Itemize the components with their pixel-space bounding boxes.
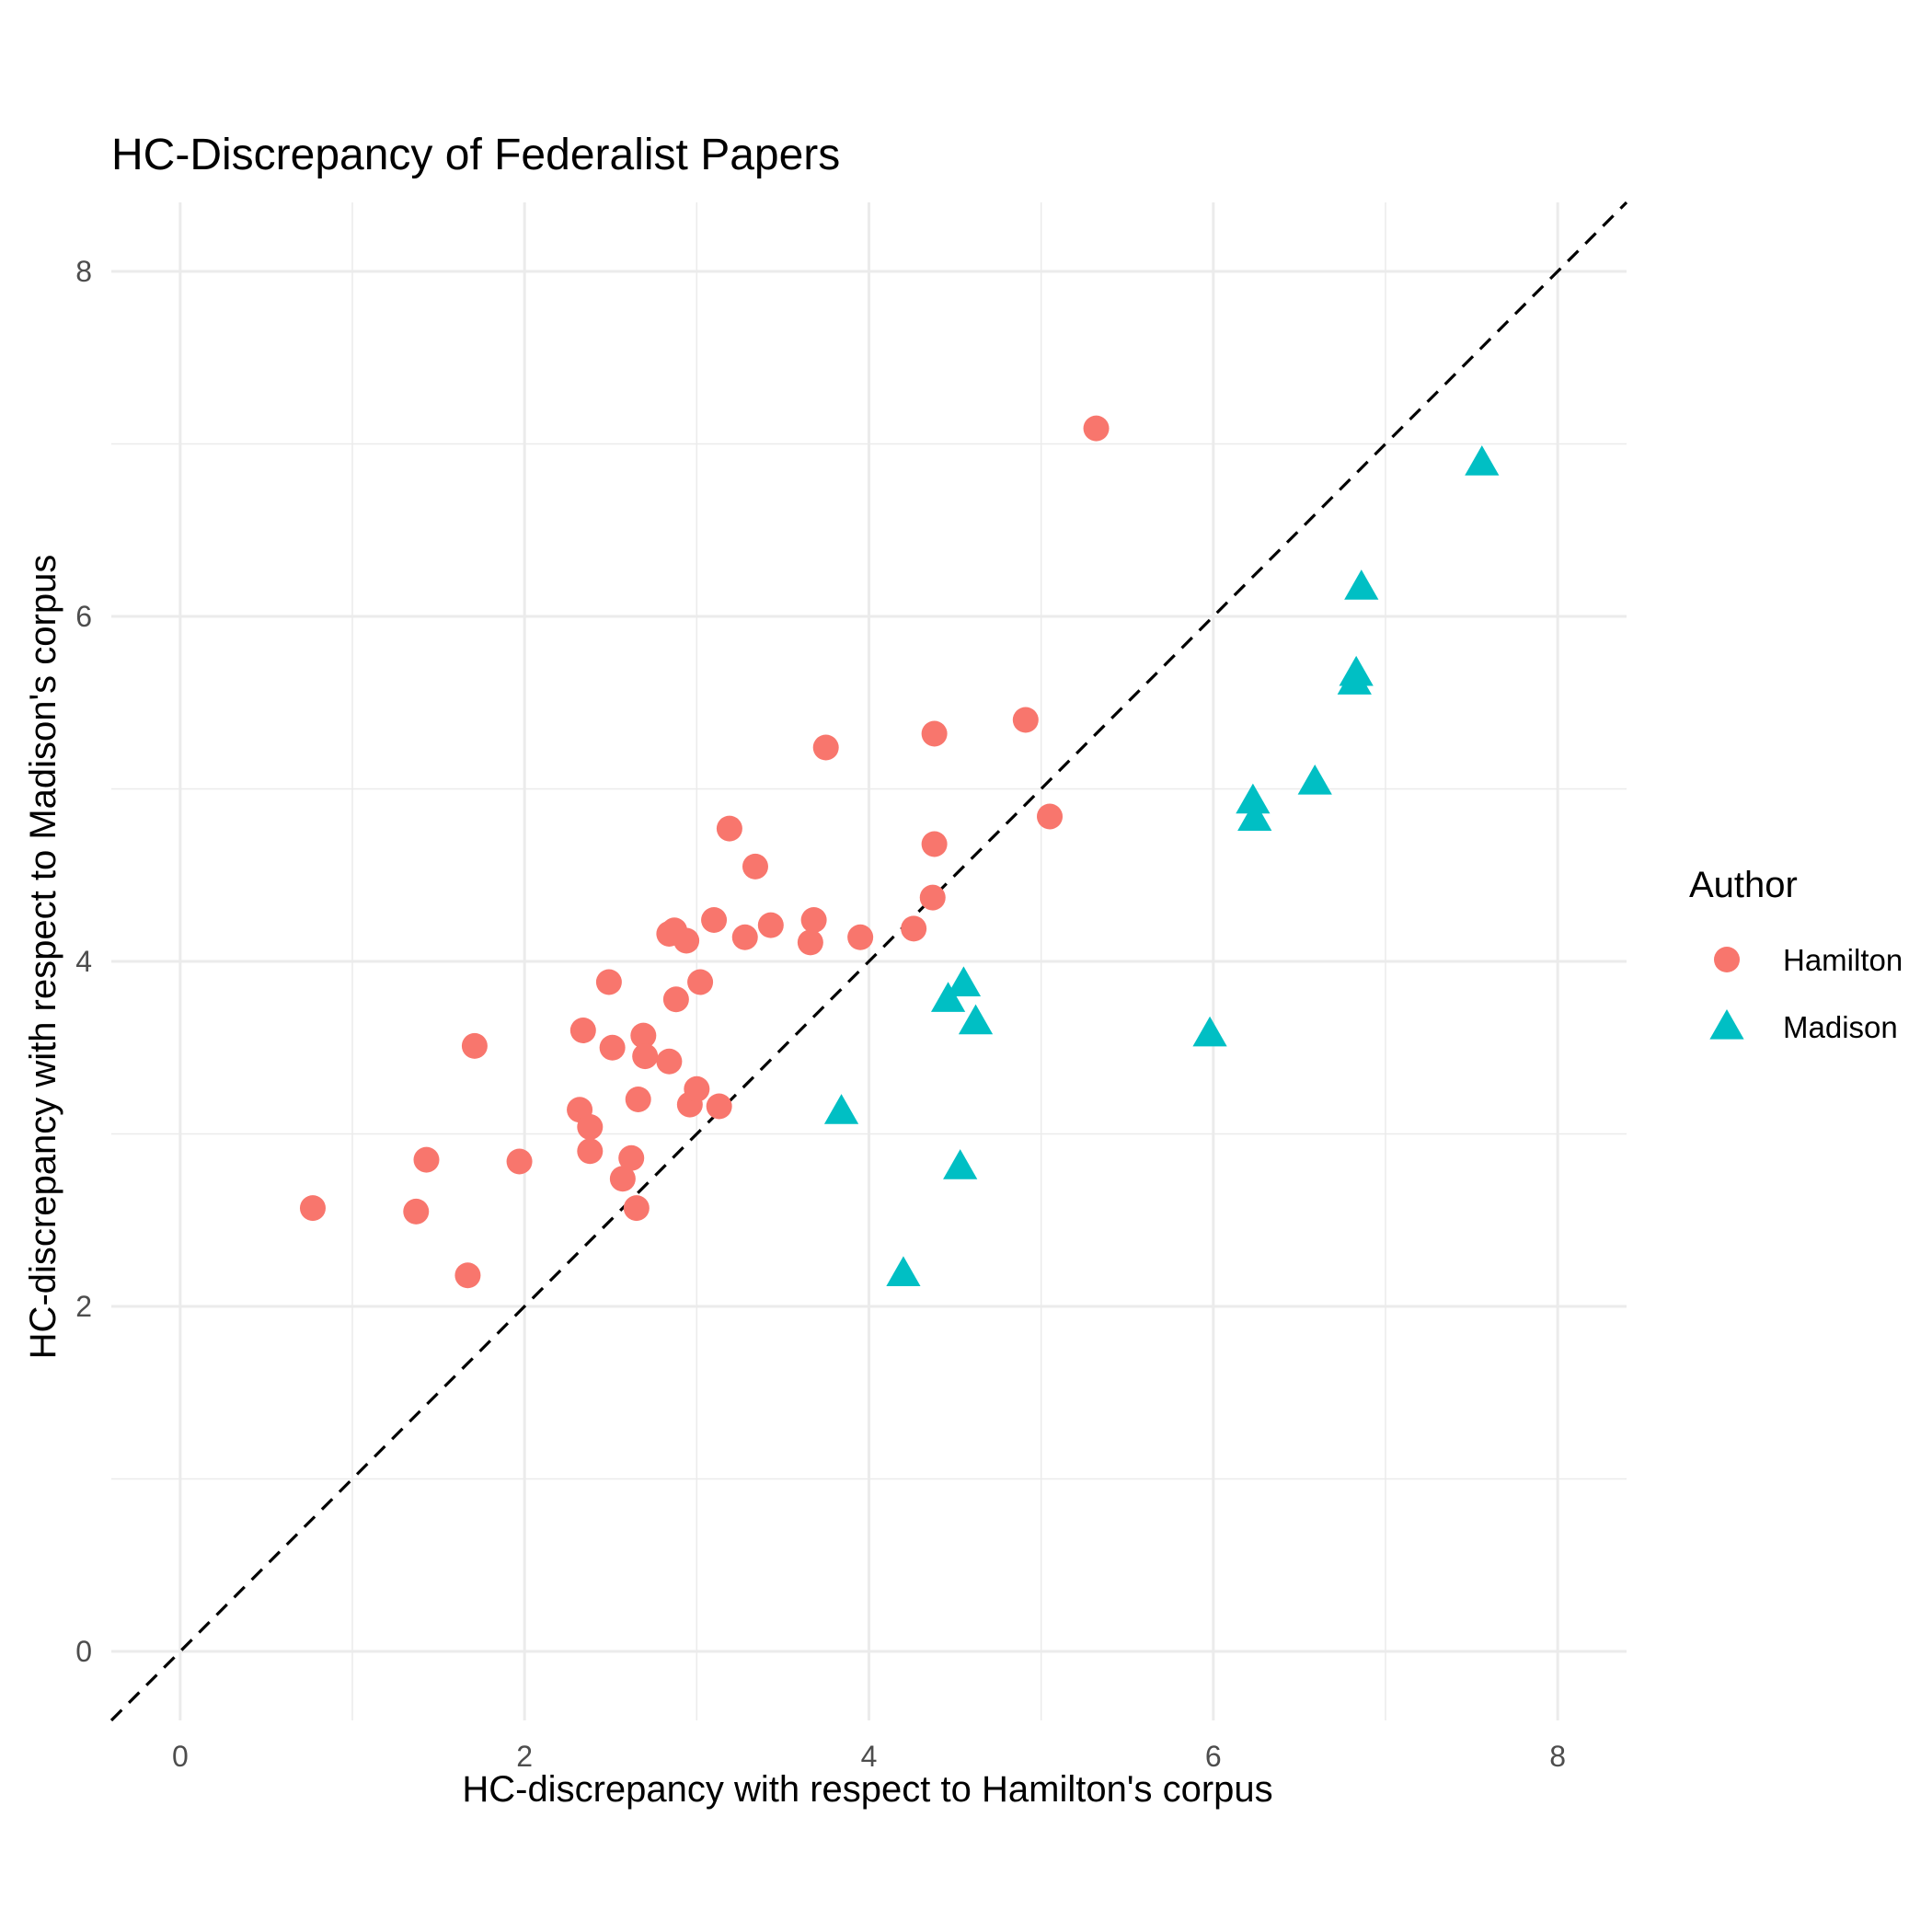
identity-reference-line <box>109 201 1628 1722</box>
x-tick-label-0: 0 <box>172 1740 189 1773</box>
hamilton-point-9 <box>577 1114 604 1140</box>
hamilton-point-14 <box>618 1144 645 1171</box>
madison-point-9 <box>1237 800 1272 832</box>
hamilton-point-4 <box>454 1262 481 1289</box>
madison-point-10 <box>1297 765 1332 795</box>
hamilton-point-16 <box>625 1087 651 1112</box>
madison-point-7 <box>1192 1016 1227 1047</box>
y-axis-ticks: 0 2 4 6 8 <box>75 255 92 1668</box>
hamilton-point-32 <box>757 912 784 938</box>
x-tick-label-8: 8 <box>1549 1740 1566 1773</box>
y-axis-title: HC-discrepancy with respect to Madison's… <box>23 555 63 1360</box>
hamilton-point-31 <box>742 853 768 880</box>
y-tick-label-4: 4 <box>75 945 92 978</box>
madison-point-8 <box>1236 783 1271 814</box>
madison-point-4 <box>943 1149 978 1179</box>
hamilton-point-18 <box>632 1043 659 1070</box>
hamilton-point-2 <box>403 1198 430 1225</box>
y-tick-label-2: 2 <box>75 1290 92 1323</box>
hamilton-point-40 <box>921 720 948 747</box>
hamilton-point-3 <box>413 1146 440 1173</box>
hamilton-point-8 <box>569 1018 596 1043</box>
legend-label-madison: Madison <box>1783 1010 1898 1044</box>
hamilton-point-39 <box>921 831 948 857</box>
x-axis-title: HC-discrepancy with respect to Hamilton'… <box>462 1769 1272 1810</box>
legend-item-hamilton: Hamilton <box>1714 943 1903 977</box>
series-hamilton <box>299 415 1110 1289</box>
identity-dashed-line <box>109 201 1628 1722</box>
hamilton-point-28 <box>706 1093 732 1120</box>
y-tick-label-8: 8 <box>75 255 92 288</box>
series-madison <box>823 445 1500 1287</box>
hamilton-point-37 <box>901 915 927 942</box>
hamilton-point-30 <box>731 924 758 950</box>
legend-title: Author <box>1689 865 1798 905</box>
y-tick-label-0: 0 <box>75 1635 92 1668</box>
hamilton-point-11 <box>595 969 622 995</box>
hamilton-point-5 <box>461 1032 488 1059</box>
x-axis-ticks: 0 2 4 6 8 <box>172 1740 1566 1773</box>
x-tick-label-4: 4 <box>861 1740 878 1773</box>
x-tick-label-2: 2 <box>516 1740 533 1773</box>
hamilton-point-12 <box>599 1034 626 1061</box>
madison-point-13 <box>1344 569 1379 600</box>
hamilton-point-41 <box>1012 707 1039 733</box>
madison-point-3 <box>930 982 966 1012</box>
hamilton-point-29 <box>716 815 742 842</box>
madison-point-12 <box>1339 655 1374 686</box>
x-tick-label-6: 6 <box>1205 1740 1222 1773</box>
hamilton-point-13 <box>609 1166 636 1192</box>
hamilton-point-43 <box>1083 415 1110 442</box>
hamilton-point-25 <box>684 1075 710 1102</box>
hamilton-point-38 <box>919 884 946 911</box>
legend-item-madison: Madison <box>1709 1009 1898 1044</box>
hamilton-point-27 <box>701 907 728 933</box>
hamilton-point-42 <box>1037 803 1064 830</box>
hamilton-point-17 <box>630 1022 657 1049</box>
hamilton-point-6 <box>506 1148 533 1175</box>
madison-point-14 <box>1465 445 1500 476</box>
hamilton-point-33 <box>797 929 823 956</box>
hamilton-point-10 <box>577 1138 604 1165</box>
legend-key-madison <box>1709 1009 1744 1040</box>
madison-point-6 <box>958 1004 994 1035</box>
madison-point-2 <box>886 1256 921 1287</box>
legend-items: Hamilton Madison <box>1709 943 1903 1044</box>
madison-point-5 <box>946 966 982 997</box>
hamilton-point-22 <box>662 986 689 1013</box>
madison-point-1 <box>823 1094 859 1124</box>
hamilton-point-34 <box>800 907 827 933</box>
hamilton-point-23 <box>673 927 700 954</box>
legend-label-hamilton: Hamilton <box>1783 943 1903 977</box>
hamilton-point-35 <box>812 734 839 761</box>
hamilton-point-36 <box>847 924 874 950</box>
hamilton-point-1 <box>299 1195 326 1222</box>
y-tick-label-6: 6 <box>75 600 92 633</box>
chart-title: HC-Discrepancy of Federalist Papers <box>111 131 840 179</box>
hamilton-point-26 <box>687 969 714 995</box>
legend: Author Hamilton Madison <box>1689 865 1903 1044</box>
data-points <box>299 415 1500 1289</box>
hamilton-point-15 <box>623 1195 650 1222</box>
hamilton-point-19 <box>656 1048 683 1075</box>
legend-key-hamilton <box>1714 947 1740 972</box>
